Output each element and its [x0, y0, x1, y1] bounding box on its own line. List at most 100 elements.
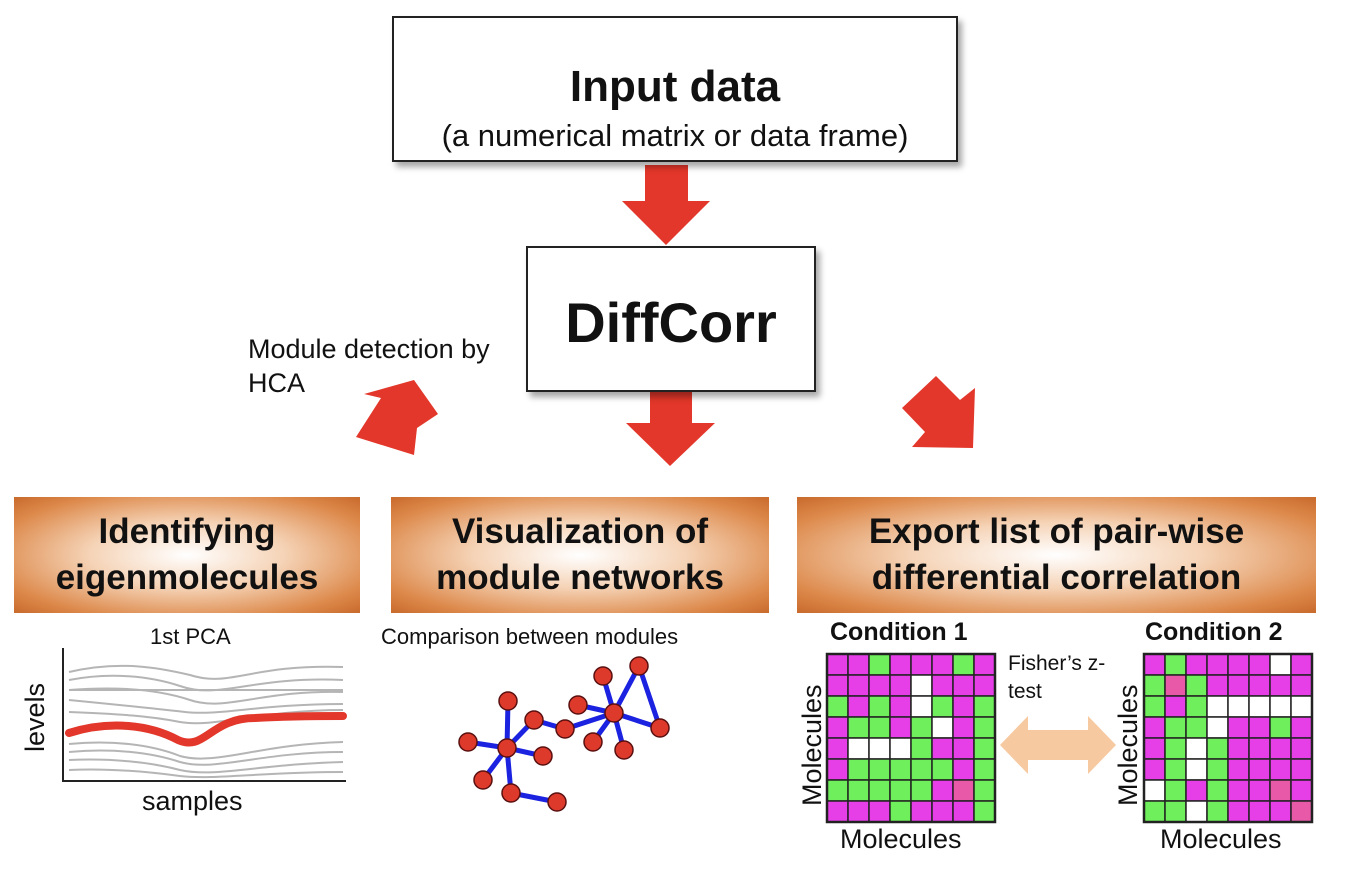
network-node — [473, 770, 493, 790]
matrix-cell — [1227, 758, 1250, 781]
matrix-cell — [1269, 779, 1292, 802]
matrix-cell — [1269, 716, 1292, 739]
network-node — [533, 746, 553, 766]
condition-2-y-axis-label: Molecules — [1113, 684, 1143, 806]
matrix-cell — [910, 800, 933, 823]
matrix-cell — [1143, 695, 1166, 718]
matrix-cell — [1269, 737, 1292, 760]
matrix-cell — [868, 758, 891, 781]
matrix-cell — [847, 653, 870, 676]
condition-1-x-axis-label: Molecules — [840, 824, 962, 854]
matrix-cell — [931, 653, 954, 676]
network-node — [498, 691, 518, 711]
network-node — [614, 740, 634, 760]
matrix-cell — [868, 674, 891, 697]
matrix-cell — [1164, 737, 1187, 760]
matrix-cell — [1206, 779, 1229, 802]
fishers-test-label: Fisher’s z-test — [1008, 652, 1106, 703]
network-node — [501, 783, 521, 803]
matrix-cell — [973, 653, 996, 676]
matrix-cell — [847, 800, 870, 823]
matrix-cell — [826, 716, 849, 739]
network-node — [524, 710, 544, 730]
arrow-to-eigenmolecules — [356, 380, 438, 455]
matrix-cell — [1185, 779, 1208, 802]
module-networks-banner: Visualization of module networks — [391, 497, 769, 613]
matrix-cell — [1290, 674, 1313, 697]
matrix-cell — [1290, 800, 1313, 823]
matrix-cell — [1164, 779, 1187, 802]
matrix-cell — [826, 695, 849, 718]
matrix-cell — [889, 779, 912, 802]
pca-sample-line — [68, 664, 344, 680]
arrow-input-to-diffcorr — [622, 165, 710, 245]
matrix-cell — [1269, 695, 1292, 718]
matrix-cell — [1164, 758, 1187, 781]
matrix-cell — [826, 653, 849, 676]
module-networks-banner-line2: module networks — [436, 558, 724, 597]
matrix-cell — [1206, 716, 1229, 739]
matrix-cell — [1185, 737, 1208, 760]
matrix-cell — [1248, 779, 1271, 802]
eigenmolecules-banner: Identifying eigenmolecules — [14, 497, 360, 613]
matrix-cell — [1185, 674, 1208, 697]
matrix-cell — [952, 695, 975, 718]
matrix-cell — [847, 758, 870, 781]
diffcorr-box: DiffCorr — [526, 246, 816, 392]
eigenmolecules-banner-line1: Identifying — [98, 512, 276, 551]
matrix-cell — [1143, 653, 1166, 676]
matrix-cell — [1164, 716, 1187, 739]
export-list-banner: Export list of pair-wise differential cor… — [797, 497, 1316, 613]
input-data-title: Input data — [569, 62, 781, 111]
matrix-cell — [1185, 695, 1208, 718]
matrix-cell — [1290, 737, 1313, 760]
matrix-cell — [826, 737, 849, 760]
matrix-cell — [1206, 653, 1229, 676]
matrix-cell — [1290, 758, 1313, 781]
matrix-cell — [931, 779, 954, 802]
condition-1-y-axis-label: Molecules — [797, 684, 827, 806]
matrix-cell — [1143, 716, 1166, 739]
matrix-cell — [1248, 758, 1271, 781]
arrow-to-networks — [626, 389, 715, 466]
matrix-cell — [952, 674, 975, 697]
network-title: Comparison between modules — [381, 624, 679, 649]
matrix-border — [825, 652, 997, 824]
matrix-cell — [1248, 695, 1271, 718]
matrix-cell — [826, 779, 849, 802]
pca-y-axis-label: levels — [20, 682, 50, 752]
matrix-cell — [1248, 716, 1271, 739]
matrix-cell — [1290, 653, 1313, 676]
matrix-cell — [1206, 695, 1229, 718]
matrix-cell — [952, 779, 975, 802]
matrix-cell — [973, 695, 996, 718]
matrix-cell — [1248, 800, 1271, 823]
pca-title: 1st PCA — [150, 624, 231, 649]
matrix-border — [1142, 652, 1314, 824]
matrix-cell — [889, 716, 912, 739]
matrix-cell — [847, 716, 870, 739]
pca-sample-line — [68, 741, 344, 760]
pca-sample-line — [68, 699, 344, 714]
condition-2-label: Condition 2 — [1145, 618, 1283, 646]
module-networks-banner-line1: Visualization of — [451, 512, 709, 551]
matrix-cell — [952, 716, 975, 739]
matrix-cell — [868, 779, 891, 802]
flow-arrows — [356, 165, 975, 466]
matrix-cell — [868, 653, 891, 676]
matrix-cell — [1248, 674, 1271, 697]
matrix-cell — [868, 800, 891, 823]
fishers-test-double-arrow — [1000, 716, 1116, 774]
matrix-cell — [1164, 674, 1187, 697]
matrix-cell — [1143, 674, 1166, 697]
matrix-cell — [973, 737, 996, 760]
matrix-cell — [826, 800, 849, 823]
pca-x-axis-label: samples — [142, 786, 243, 816]
matrix-cell — [1248, 737, 1271, 760]
matrix-cell — [931, 716, 954, 739]
eigenmolecules-banner-line2: eigenmolecules — [55, 558, 319, 597]
matrix-cell — [1290, 779, 1313, 802]
matrix-cell — [910, 716, 933, 739]
matrix-cell — [1290, 716, 1313, 739]
condition-2-x-axis-label: Molecules — [1160, 824, 1282, 854]
